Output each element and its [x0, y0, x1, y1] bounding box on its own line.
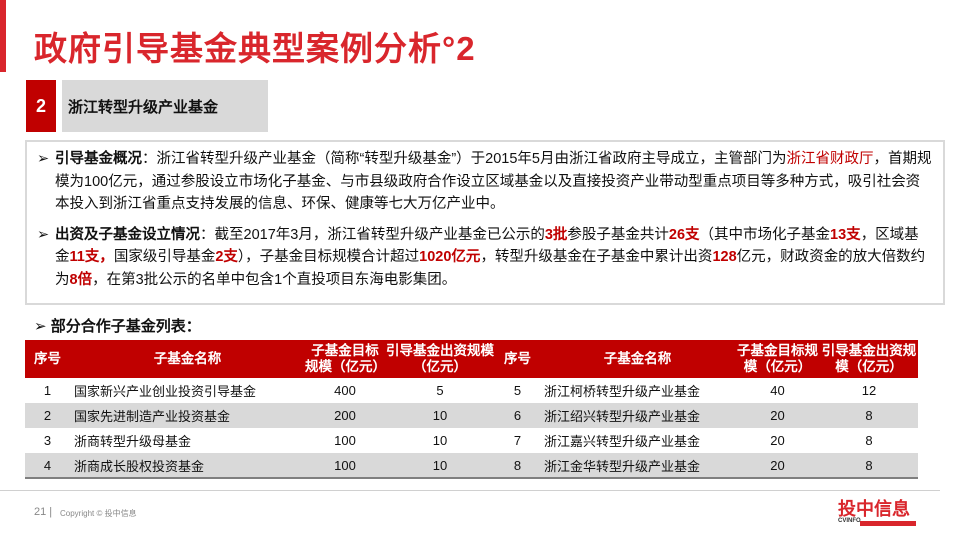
highlight-text: 2支	[215, 249, 238, 265]
table-cell: 2	[25, 403, 70, 428]
highlight-text: 1020亿元	[419, 249, 481, 265]
highlight-text: ，	[99, 249, 114, 265]
table-row: 2 国家先进制造产业投资基金 200 10 6 浙江绍兴转型升级产业基金 20 8	[25, 403, 918, 428]
table-cell: 4	[25, 453, 70, 479]
table-cell: 5	[513, 383, 522, 398]
table-cell: 8	[820, 403, 918, 428]
highlight-text: 128	[712, 249, 737, 265]
highlight-text: 浙江省财政厅	[786, 151, 874, 167]
paragraph-text: ：浙江省转型升级产业基金（简称“转型升级基金”）于2015年5月由浙江省政府主导…	[142, 151, 787, 167]
cvinfo-logo: 投中信息 CVINFO	[838, 500, 916, 526]
paragraph-text: ），子基金目标规模合计超过	[237, 249, 420, 265]
highlight-text: 13支	[830, 226, 861, 243]
column-header: 引导基金出资规模（亿元）	[820, 340, 918, 378]
table-cell: 6	[495, 403, 540, 428]
page-number: 21 |	[34, 506, 53, 518]
table-cell: 浙江嘉兴转型升级产业基金	[544, 434, 701, 449]
list-heading: ➢ 部分合作子基金列表：	[34, 318, 201, 335]
paragraph-text: 参股子基金共计	[567, 226, 669, 243]
summary-box: ➢ 引导基金概况：浙江省转型升级产业基金（简称“转型升级基金”）于2015年5月由…	[25, 140, 945, 305]
paragraph-text: 出资及子基金设立情况	[55, 226, 200, 243]
table-cell: 8	[865, 433, 873, 448]
column-header: 序号	[495, 340, 540, 378]
table-cell: 20	[770, 433, 785, 448]
table-cell: 8	[495, 453, 540, 479]
table-cell: 5	[436, 383, 444, 398]
table-cell: 7	[513, 433, 522, 448]
paragraph-overview: ➢ 引导基金概况：浙江省转型升级产业基金（简称“转型升级基金”）于2015年5月由…	[37, 148, 933, 216]
highlight-text: 8倍	[69, 271, 93, 288]
column-header: 子基金目标规模（亿元）	[305, 340, 386, 378]
highlight-text: 3批	[544, 226, 568, 243]
table-cell: 浙江柯桥转型升级产业基金	[544, 384, 701, 399]
table-row: 3 浙商转型升级母基金 100 10 7 浙江嘉兴转型升级产业基金 20 8	[25, 428, 918, 453]
column-header: 子基金名称	[70, 340, 305, 378]
sub-fund-table: 序号 子基金名称 子基金目标规模（亿元） 引导基金出资规模（亿元） 序号 子基金名称 子基金…	[25, 340, 918, 479]
table-cell: 10	[385, 403, 495, 428]
column-header: 子基金目标规模（亿元）	[735, 340, 820, 378]
section-label: 浙江转型升级产业基金	[62, 80, 268, 132]
paragraph-text: ，在第3批公示的名单中包含1个直投项目东海电影集团。	[92, 271, 457, 288]
table-cell: 20	[735, 453, 820, 479]
title-accent-bar	[0, 0, 6, 72]
table-row: 1 国家新兴产业创业投资引导基金 400 5 5 浙江柯桥转型升级产业基金 40 12	[25, 378, 918, 403]
table-cell: 3	[43, 433, 52, 448]
arrow-bullet-icon: ➢	[37, 226, 50, 243]
table-cell: 浙商成长股权投资基金	[70, 453, 305, 479]
column-header: 子基金名称	[540, 340, 735, 378]
table-cell: 10	[432, 433, 448, 448]
paragraph-text: ，转型升级基金在子基金中累计出资	[480, 249, 713, 265]
page-title: 政府引导基金典型案例分析°2	[34, 30, 476, 67]
paragraph-investment: ➢ 出资及子基金设立情况：截至2017年3月，浙江省转型升级产业基金已公示的3批参…	[37, 224, 933, 292]
table-cell: 20	[735, 403, 820, 428]
table-cell: 浙江金华转型升级产业基金	[540, 453, 735, 479]
table-cell: 200	[305, 403, 385, 428]
paragraph-text: 亿元，财政资金的放大倍数约为	[55, 249, 926, 288]
table-cell: 浙江绍兴转型升级产业基金	[540, 403, 735, 428]
copyright: Copyright © 投中信息	[60, 509, 137, 518]
column-header: 引导基金出资规模（亿元）	[385, 340, 495, 378]
table-cell: 浙商转型升级母基金	[74, 434, 192, 449]
paragraph-text: ，区域基金	[55, 226, 919, 266]
paragraph-text: ：截至2017年3月，浙江省转型升级产业基金已公示的	[200, 226, 545, 243]
paragraph-text: ，首期规模为100亿元，通过参股设立市场化子基金、与市县级政府合作设立区域基金以…	[55, 151, 932, 212]
table-cell: 1	[43, 383, 52, 398]
table-cell: 400	[334, 383, 356, 398]
table-row: 4 浙商成长股权投资基金 100 10 8 浙江金华转型升级产业基金 20 8	[25, 453, 918, 479]
arrow-bullet-icon: ➢	[37, 151, 50, 167]
highlight-text: 26支	[668, 226, 700, 243]
table-cell: 100	[334, 433, 356, 448]
highlight-text: 11支	[69, 249, 100, 265]
column-header: 序号	[25, 340, 70, 378]
paragraph-text: （其中市场化子基金	[699, 226, 831, 243]
section-number: 2	[26, 80, 56, 132]
table-cell: 10	[385, 453, 495, 479]
table-cell: 100	[305, 453, 385, 479]
paragraph-text: 引导基金概况	[55, 151, 142, 167]
table-cell: 国家新兴产业创业投资引导基金	[74, 384, 257, 399]
table-cell: 12	[861, 383, 877, 398]
footer-divider	[0, 490, 940, 491]
table-cell: 8	[820, 453, 918, 479]
paragraph-text: 国家级引导基金	[113, 249, 216, 265]
table-cell: 40	[770, 383, 785, 398]
table-cell: 国家先进制造产业投资基金	[70, 403, 305, 428]
